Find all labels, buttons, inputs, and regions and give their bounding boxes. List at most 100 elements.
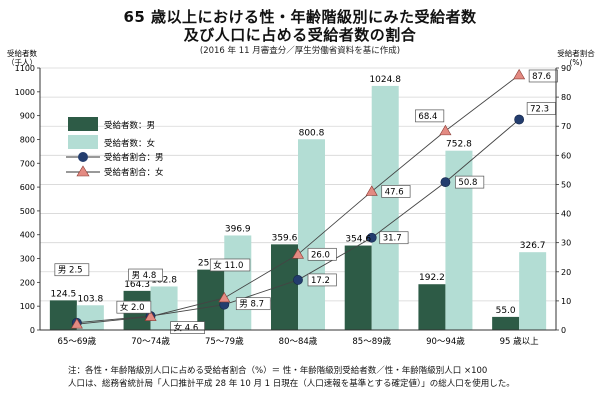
ratio-label-male-text: 72.3: [530, 105, 549, 115]
ratio-label-female: 女 2.0: [116, 300, 152, 314]
ratio-label-male: 50.8: [455, 175, 485, 189]
footnote-line1: 注：各性・年齢階級別人口に占める受給者割合（%）＝ 性・年齢階級別受給者数／性・…: [68, 366, 488, 376]
bar-label-female: 326.7: [520, 241, 546, 251]
bar-label-male: 359.6: [272, 233, 298, 243]
bar-label-female: 182.8: [151, 275, 177, 285]
ratio-label-female-text: 47.6: [385, 187, 404, 197]
ratio-label-male-text: 50.8: [458, 178, 477, 188]
legend: 受給者数：男 受給者数：女 受給者割合：男 受給者割合：女: [66, 117, 164, 178]
ratio-label-male-text: 男 4.8: [132, 271, 157, 281]
ratio-label-male-text: 男 8.7: [239, 300, 264, 310]
ratio-label-male-box: [54, 263, 90, 277]
right-axis-label-line1: 受給者割合: [557, 48, 595, 58]
right-tick-label: 20: [561, 268, 571, 277]
bar-female: [224, 235, 252, 330]
right-tick-label: 10: [561, 297, 571, 306]
ratio-label-male: 72.3: [526, 102, 556, 115]
marker-male-ratio: [293, 275, 303, 285]
left-tick-label: 900: [20, 112, 35, 121]
bars-layer: [49, 85, 547, 330]
bar-label-female: 103.8: [77, 294, 103, 304]
marker-female-ratio: [70, 318, 83, 329]
legend-label-male-bar: 受給者数：男: [104, 120, 155, 131]
data-labels-layer: 124.5103.8164.3182.8253.5396.9359.6800.8…: [50, 69, 558, 334]
legend-label-female-ratio: 受給者割合：女: [104, 167, 164, 178]
ratio-label-male: 男 4.8: [128, 268, 163, 282]
right-tick-label: 50: [561, 180, 571, 189]
marker-female-ratio: [291, 248, 305, 259]
ratio-label-male-box: [455, 175, 485, 189]
chart-title-line2: 及び人口に占める受給者数の割合: [183, 26, 417, 44]
left-axis-label-line1: 受給者数: [7, 48, 37, 58]
left-axis-label-line2: （千人）: [7, 57, 37, 67]
x-tick-label: 85～89歳: [352, 336, 391, 347]
legend-swatch-female-bar: [68, 135, 98, 149]
legend-label-male-ratio: 受給者割合：男: [104, 152, 164, 163]
ratio-label-female: 女 11.0: [209, 258, 251, 272]
left-tick-label: 1100: [15, 64, 35, 73]
left-tick-label: 200: [20, 278, 35, 287]
bar-label-male: 354.6: [345, 235, 371, 245]
ratio-label-male-box: [128, 268, 163, 282]
ratio-label-female: 68.4: [415, 109, 445, 123]
bar-label-female: 800.8: [299, 128, 325, 138]
right-tick-label: 70: [561, 122, 571, 131]
bar-label-male: 55.0: [496, 306, 516, 316]
bar-male: [49, 300, 77, 330]
left-tick-label: 800: [20, 135, 35, 144]
legend-marker-female-ratio: [76, 165, 90, 177]
axes-layer: 0100200300400500600700800900100011000102…: [15, 64, 572, 347]
bar-male: [418, 284, 446, 330]
right-tick-label: 40: [561, 210, 571, 219]
right-axis-label-line2: (%): [570, 58, 583, 67]
marker-female-ratio: [513, 68, 526, 80]
bar-male: [344, 245, 372, 330]
ratio-label-male-box: [307, 273, 337, 287]
bar-label-male: 164.3: [124, 280, 150, 290]
legend-swatch-male-bar: [68, 117, 98, 131]
x-tick-label: 90～94歳: [426, 336, 465, 347]
ratio-label-female-text: 68.4: [418, 112, 437, 122]
lines-layer: [70, 68, 526, 329]
right-tick-label: 60: [561, 151, 571, 160]
ratio-label-female-box: [415, 109, 445, 123]
ratio-label-female-text: 女 11.0: [213, 260, 243, 271]
ratio-label-female-text: 87.6: [532, 72, 551, 82]
bar-male: [492, 316, 520, 330]
right-tick-label: 90: [561, 64, 571, 73]
ratio-label-female-text: 女 4.6: [174, 323, 199, 334]
marker-female-ratio: [218, 291, 231, 303]
ratio-label-female: 女 4.6: [170, 321, 205, 334]
right-tick-label: 80: [561, 93, 571, 102]
left-tick-label: 600: [20, 183, 35, 192]
bar-label-female: 1024.8: [369, 75, 401, 85]
ratio-label-female-box: [116, 300, 152, 314]
x-tick-label: 80～84歳: [279, 336, 318, 347]
marker-female-ratio: [144, 310, 157, 321]
marker-female-ratio: [365, 185, 378, 196]
ratio-label-male: 31.7: [379, 231, 409, 245]
x-tick-label: 75～79歳: [205, 336, 244, 347]
ratio-label-female-box: [307, 247, 337, 261]
ratio-label-male-box: [379, 231, 409, 245]
chart-title-line1: 65 歳以上における性・年齢階級別にみた受給者数: [123, 8, 477, 26]
legend-label-female-bar: 受給者数：女: [104, 138, 156, 149]
ratio-label-male: 男 2.5: [54, 263, 90, 277]
ratio-label-female-text: 女 2.0: [120, 302, 145, 313]
right-tick-label: 30: [561, 239, 571, 248]
x-tick-label: 65～69歳: [58, 336, 97, 347]
ratio-label-female-text: 26.0: [311, 250, 330, 260]
left-tick-label: 700: [20, 159, 35, 168]
left-tick-label: 400: [20, 231, 35, 240]
bar-label-male: 192.2: [419, 273, 445, 283]
left-tick-label: 100: [20, 302, 35, 311]
ratio-label-female-box: [170, 321, 205, 334]
bar-label-male: 124.5: [50, 289, 76, 299]
left-tick-label: 1000: [15, 88, 35, 97]
marker-female-ratio: [439, 124, 452, 136]
ratio-label-male-text: 男 2.5: [58, 266, 83, 276]
x-tick-label: 70～74歳: [131, 336, 170, 347]
left-tick-label: 0: [30, 326, 35, 335]
